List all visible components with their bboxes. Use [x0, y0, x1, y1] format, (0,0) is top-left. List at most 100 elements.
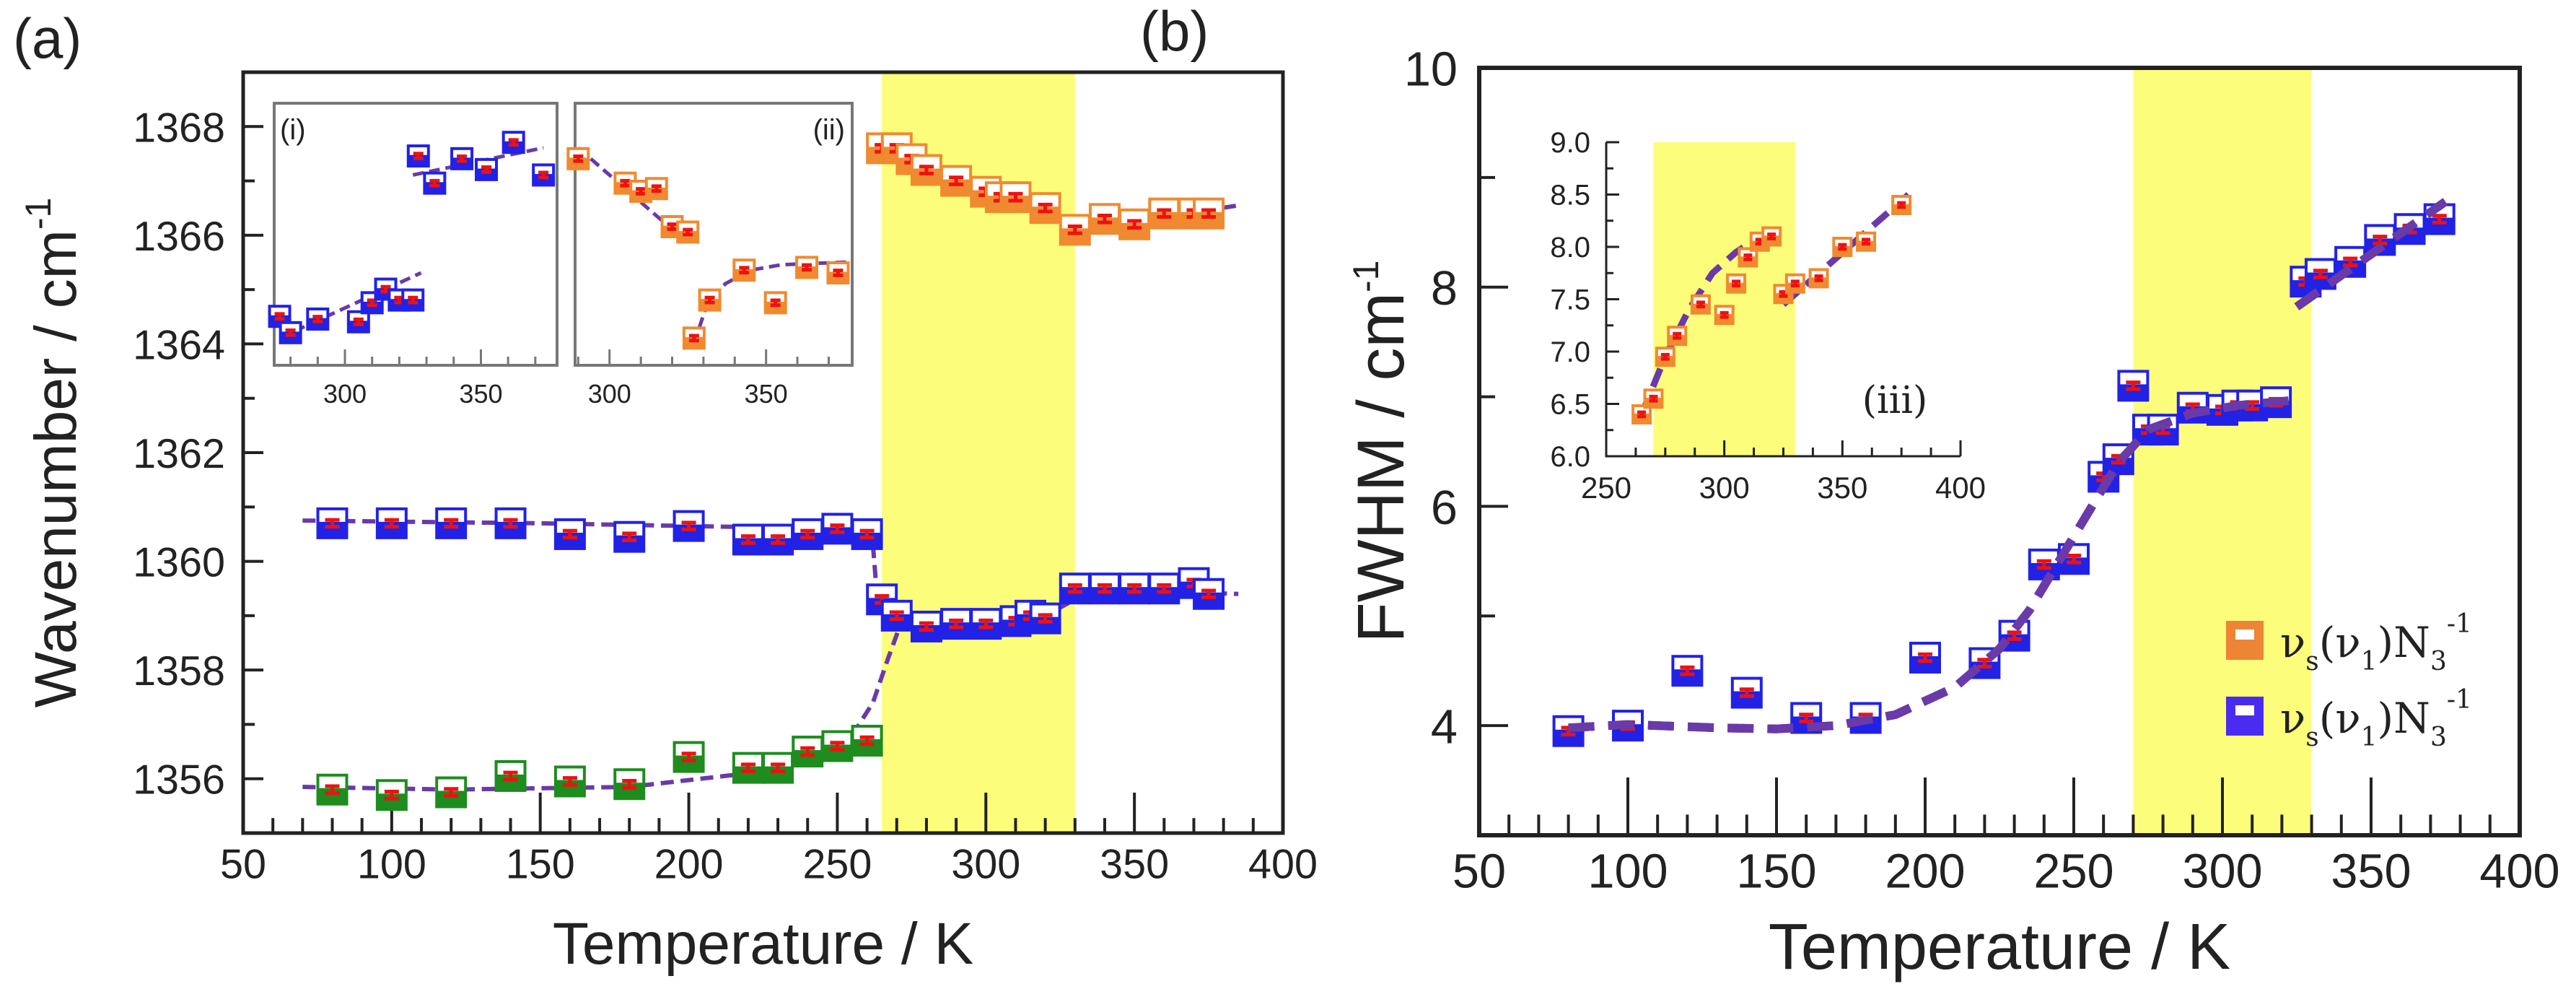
panel-label: (a)	[13, 6, 82, 70]
error-bar	[800, 746, 815, 757]
y-axis-label-sup: -1	[1346, 261, 1386, 292]
error-bar	[1897, 201, 1906, 209]
error-bar	[1680, 665, 1695, 676]
inset-label: (i)	[280, 114, 306, 146]
error-bar	[444, 518, 459, 529]
error-bar	[770, 298, 781, 308]
inset-x-tick-label: 400	[1935, 471, 1986, 505]
error-bar	[1696, 300, 1705, 309]
inset-y-tick-label: 8.5	[1550, 180, 1590, 212]
error-bar	[1038, 202, 1053, 214]
data-point-high-band	[910, 154, 942, 186]
inset-x-tick-label: 250	[1581, 471, 1631, 505]
error-bar	[667, 222, 678, 231]
data-point-lower	[851, 725, 883, 757]
inset-data-point	[423, 171, 447, 195]
legend-label-sub: s	[2305, 647, 2318, 676]
error-bar	[1008, 191, 1023, 203]
data-point-upper-low-T	[821, 513, 854, 545]
error-bar	[681, 520, 696, 531]
error-bar	[285, 328, 296, 337]
error-bar	[1127, 219, 1142, 230]
inset-x-tick-label: 350	[1817, 471, 1867, 505]
error-bar	[919, 621, 934, 632]
inset-data-point	[698, 288, 722, 312]
error-bar	[503, 518, 518, 529]
inset-data-point	[1761, 226, 1782, 247]
error-bar	[859, 735, 875, 746]
error-bar	[444, 787, 459, 798]
error-bar	[636, 187, 647, 196]
data-point-upper-low-T	[673, 510, 705, 542]
inset-data-point	[346, 310, 370, 334]
error-bar	[1637, 410, 1647, 419]
legend-label-nu: ν	[2280, 694, 2305, 743]
y-tick-label: 10	[1404, 43, 1458, 96]
data-point-upper-low-T	[851, 518, 883, 550]
legend-label: νs(ν1)N3-1	[2280, 685, 2472, 752]
error-bar	[704, 295, 715, 305]
inset-x-tick-label: 350	[745, 379, 788, 409]
inset-data-point	[826, 261, 850, 284]
error-bar	[429, 178, 440, 188]
error-bar	[1743, 253, 1753, 261]
data-point-high-band	[1118, 208, 1151, 240]
error-bar	[325, 784, 340, 796]
error-bar	[562, 528, 577, 540]
data-point-blue	[1909, 641, 1941, 674]
legend-label-sub3: 3	[2430, 647, 2447, 676]
data-point-lower	[792, 736, 824, 768]
error-bar	[1790, 279, 1800, 288]
error-bar	[1067, 583, 1082, 594]
data-point-upper-high-T	[1193, 578, 1225, 610]
axes-frame	[1477, 66, 2522, 837]
y-tick-label: 6	[1431, 482, 1458, 535]
error-bar	[325, 518, 340, 529]
y-axis-label: Wavenumber / cm-1	[18, 198, 89, 708]
error-bar	[830, 741, 845, 752]
inset-fit-curve	[1781, 192, 1911, 308]
error-bar	[503, 770, 518, 782]
data-point-upper-low-T	[613, 520, 646, 553]
inset-data-point	[1856, 231, 1877, 252]
x-axis-label: Temperature / K	[1769, 911, 2230, 983]
inset-data-point	[360, 291, 384, 315]
x-tick-label: 50	[220, 842, 266, 888]
error-bar	[740, 762, 755, 773]
error-bar	[681, 752, 696, 762]
error-bar	[740, 534, 755, 545]
error-bar	[688, 334, 699, 343]
x-tick-label: 350	[2331, 845, 2411, 899]
inset-data-point	[1784, 273, 1805, 294]
inset-x-tick-label: 350	[459, 379, 502, 409]
inset-data-point	[644, 177, 668, 201]
error-bar	[1977, 658, 1992, 668]
legend-entry: νs(ν1)N3-1	[2226, 609, 2472, 676]
data-point-blue	[1671, 655, 1704, 687]
inset-x-tick-label: 300	[588, 379, 631, 409]
data-point-upper-low-T	[732, 523, 764, 556]
inset-i: 300 350 (i)	[268, 102, 558, 409]
error-bar	[274, 312, 285, 321]
legend-label-sub3: 3	[2430, 723, 2447, 752]
inset-data-point	[1891, 195, 1912, 215]
inset-data-point	[1690, 294, 1711, 315]
y-tick-label: 1364	[133, 322, 225, 368]
panel-label: (b)	[1140, 0, 1209, 63]
data-point-high-band	[1148, 197, 1180, 230]
inset-data-point	[682, 326, 706, 350]
data-point-blue	[1968, 647, 2001, 679]
inset-data-point	[676, 220, 700, 244]
y-axis-label-text: Wavenumber / cm	[23, 230, 89, 707]
data-point-upper-high-T	[940, 608, 973, 640]
inset-data-point	[306, 307, 330, 331]
error-bar	[1732, 279, 1741, 288]
error-bar	[830, 523, 845, 534]
inset-y-tick-label: 6.0	[1550, 441, 1590, 473]
legend-label-sup: -1	[2447, 685, 2472, 715]
error-bar	[1838, 243, 1847, 251]
error-bar	[1918, 652, 1932, 663]
fit-curve-overlay	[1568, 396, 2297, 733]
x-tick-label: 200	[654, 842, 724, 888]
